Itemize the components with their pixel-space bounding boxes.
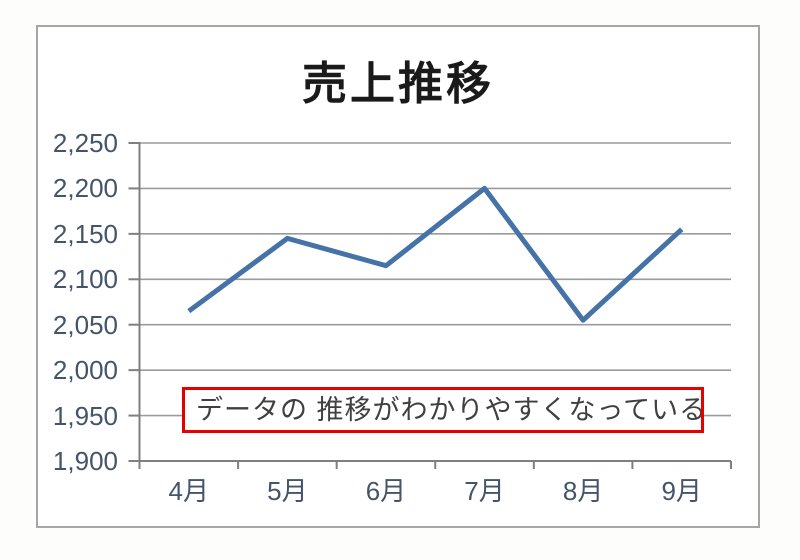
y-axis-label: 2,000 [52,355,118,386]
x-axis-label: 7月 [464,476,505,506]
axes [128,142,732,469]
y-axis-label: 2,250 [52,128,118,158]
x-axis-label: 6月 [365,476,407,506]
x-axis-label: 8月 [562,476,604,506]
y-axis-label: 2,050 [52,309,118,340]
annotation-text: データの 推移がわかりやすくなっている [196,395,704,425]
chart-title: 売上推移 [301,58,494,109]
x-axis-label: 9月 [661,476,702,506]
y-axis-label: 2,100 [52,264,118,295]
y-axis-label: 1,900 [52,446,118,476]
gridlines [139,142,731,417]
y-axis-label: 2,150 [52,218,118,249]
x-axis-label: 5月 [267,476,308,506]
x-axis-label: 4月 [168,476,210,506]
chart-area: 売上推移 [36,25,760,528]
sales-line-series [187,185,684,323]
annotation-callout: データの 推移がわかりやすくなっている [182,387,704,433]
y-axis-label: 1,950 [52,400,118,431]
y-axis-label: 2,200 [52,173,118,204]
